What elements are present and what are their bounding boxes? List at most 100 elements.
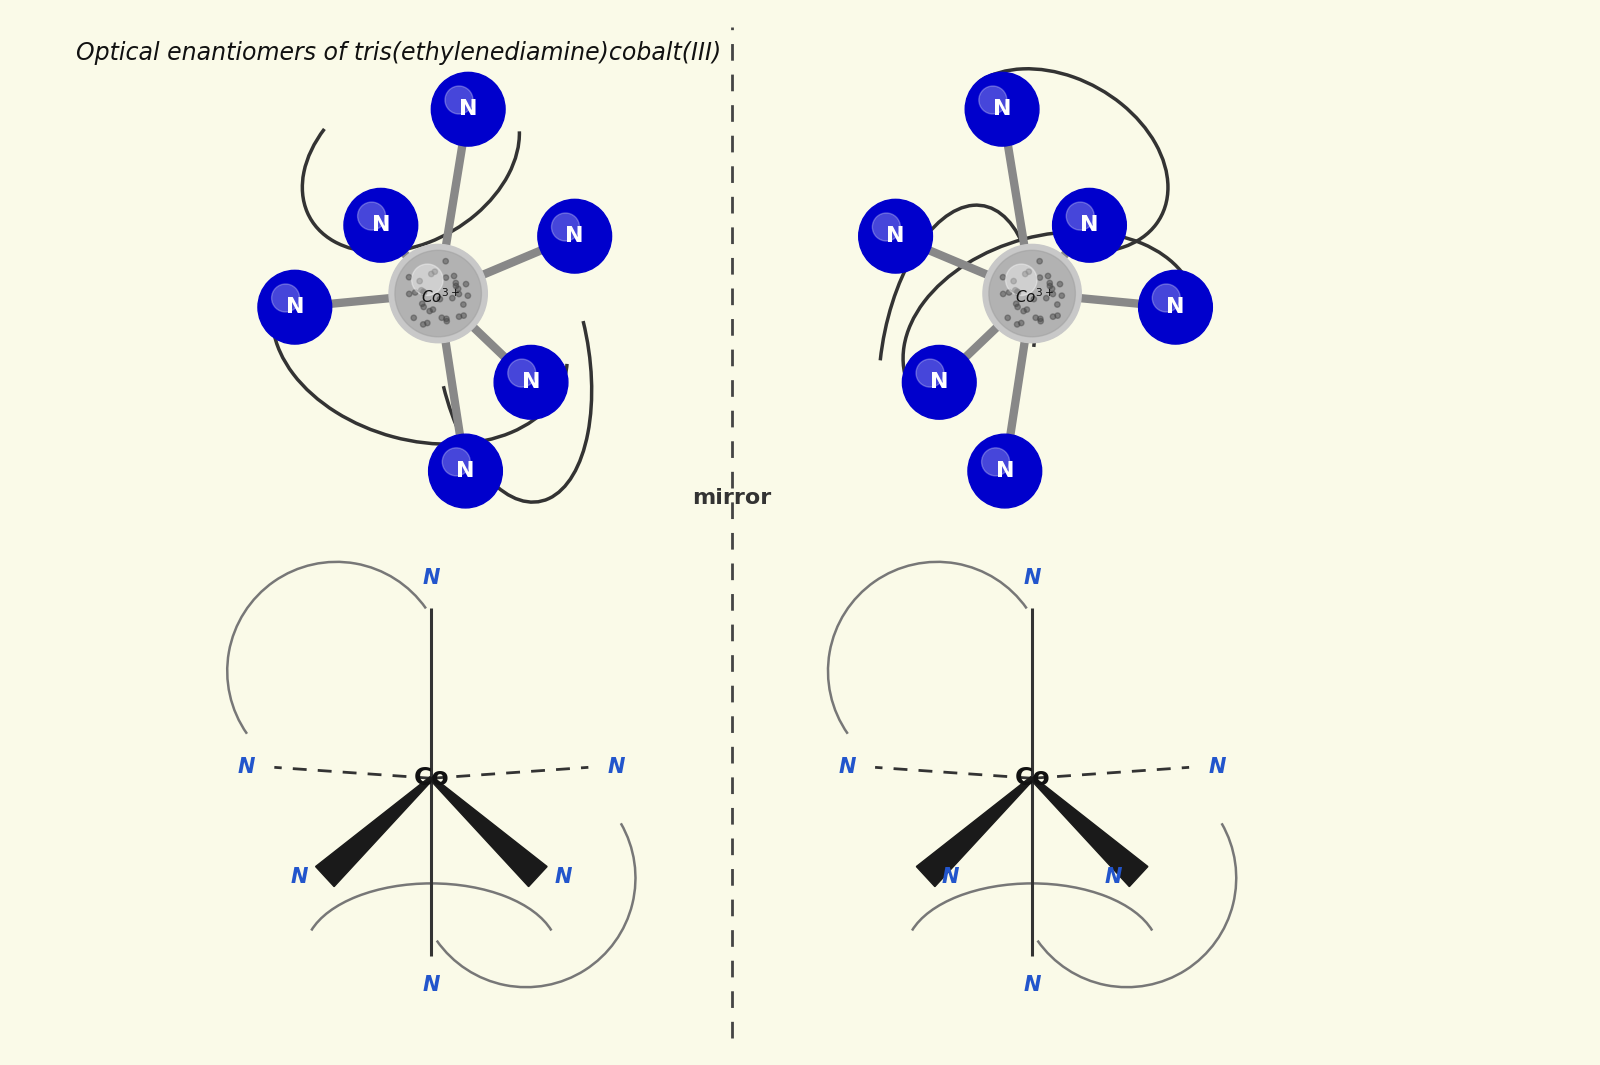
Circle shape xyxy=(1139,271,1213,344)
Polygon shape xyxy=(917,776,1034,886)
Circle shape xyxy=(411,264,443,295)
Circle shape xyxy=(427,309,432,314)
Circle shape xyxy=(406,275,411,280)
Circle shape xyxy=(538,199,611,273)
Circle shape xyxy=(429,272,434,277)
Circle shape xyxy=(1050,292,1056,297)
Text: N: N xyxy=(994,99,1011,119)
Circle shape xyxy=(1037,259,1042,264)
Circle shape xyxy=(272,284,299,312)
Circle shape xyxy=(1011,278,1016,283)
Text: N: N xyxy=(554,867,571,886)
Text: mirror: mirror xyxy=(693,489,771,508)
Circle shape xyxy=(859,199,933,273)
Text: N: N xyxy=(565,226,584,246)
Circle shape xyxy=(437,296,443,301)
Circle shape xyxy=(453,283,459,289)
Text: N: N xyxy=(238,757,256,777)
Circle shape xyxy=(464,281,469,286)
Circle shape xyxy=(1046,280,1053,285)
Circle shape xyxy=(1022,272,1027,277)
Text: N: N xyxy=(1080,215,1099,235)
Circle shape xyxy=(442,447,470,476)
Circle shape xyxy=(1038,316,1043,322)
Circle shape xyxy=(258,271,331,344)
Circle shape xyxy=(1005,315,1011,321)
Circle shape xyxy=(1048,283,1053,289)
Circle shape xyxy=(461,301,466,307)
Circle shape xyxy=(507,359,536,387)
Circle shape xyxy=(1059,293,1064,298)
Text: N: N xyxy=(930,373,949,392)
Circle shape xyxy=(421,289,426,294)
Circle shape xyxy=(917,359,944,387)
Text: N: N xyxy=(1104,867,1122,886)
Circle shape xyxy=(461,313,466,318)
Circle shape xyxy=(456,314,462,320)
Text: N: N xyxy=(1166,297,1184,317)
Circle shape xyxy=(443,259,448,264)
Text: N: N xyxy=(422,974,440,995)
Text: N: N xyxy=(456,461,475,481)
Text: N: N xyxy=(608,757,626,777)
Circle shape xyxy=(1030,296,1037,301)
Circle shape xyxy=(1014,322,1019,327)
Circle shape xyxy=(1013,301,1019,307)
Circle shape xyxy=(1006,290,1011,295)
Text: N: N xyxy=(291,867,309,886)
Circle shape xyxy=(443,316,450,322)
Circle shape xyxy=(1014,290,1021,296)
Circle shape xyxy=(456,292,462,297)
Circle shape xyxy=(1019,321,1024,326)
Text: N: N xyxy=(1024,974,1042,995)
Text: N: N xyxy=(522,373,541,392)
Circle shape xyxy=(451,274,456,279)
Circle shape xyxy=(421,290,427,296)
Circle shape xyxy=(1021,309,1026,314)
Text: Optical enantiomers of tris(ethylenediamine)cobalt(III): Optical enantiomers of tris(ethylenediam… xyxy=(77,40,722,65)
Text: N: N xyxy=(1024,569,1042,589)
Circle shape xyxy=(1026,269,1032,275)
Circle shape xyxy=(989,250,1075,337)
Circle shape xyxy=(1054,301,1061,307)
Circle shape xyxy=(450,295,454,300)
Text: N: N xyxy=(838,757,856,777)
Circle shape xyxy=(552,213,579,241)
Text: N: N xyxy=(1208,757,1226,777)
Circle shape xyxy=(968,435,1042,508)
Circle shape xyxy=(1005,264,1037,295)
Circle shape xyxy=(395,250,482,337)
Circle shape xyxy=(965,72,1038,146)
Circle shape xyxy=(456,286,461,292)
Circle shape xyxy=(1043,295,1050,300)
Circle shape xyxy=(1054,313,1061,318)
Polygon shape xyxy=(430,776,547,886)
Text: N: N xyxy=(422,569,440,589)
Circle shape xyxy=(445,86,474,114)
Circle shape xyxy=(344,189,418,262)
Circle shape xyxy=(494,345,568,420)
Text: $Co^{3+}$: $Co^{3+}$ xyxy=(421,286,461,306)
Circle shape xyxy=(445,318,450,324)
Circle shape xyxy=(1014,289,1019,294)
Circle shape xyxy=(1013,288,1018,293)
Circle shape xyxy=(1058,281,1062,286)
Circle shape xyxy=(432,269,437,275)
Circle shape xyxy=(1053,189,1126,262)
Circle shape xyxy=(902,345,976,420)
Circle shape xyxy=(419,288,424,293)
Text: N: N xyxy=(285,297,304,317)
Circle shape xyxy=(413,290,418,295)
Text: N: N xyxy=(371,215,390,235)
Circle shape xyxy=(411,315,416,321)
Circle shape xyxy=(1034,315,1038,321)
Circle shape xyxy=(358,202,386,230)
Circle shape xyxy=(438,315,445,321)
Circle shape xyxy=(981,447,1010,476)
Circle shape xyxy=(443,275,448,280)
Circle shape xyxy=(1038,318,1043,324)
Circle shape xyxy=(982,244,1082,343)
Circle shape xyxy=(872,213,901,241)
Circle shape xyxy=(1152,284,1181,312)
Circle shape xyxy=(1050,286,1054,292)
